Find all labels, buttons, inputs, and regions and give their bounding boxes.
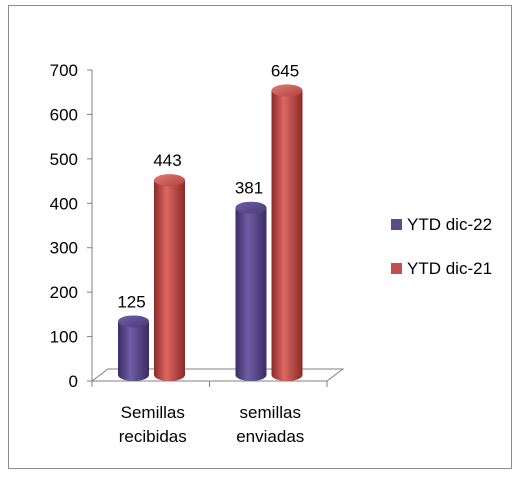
legend-swatch xyxy=(391,263,402,274)
axis-layer: 0 100 200 300 400 500 600 700 Semillas recibidas s… xyxy=(50,61,345,446)
x-tick-label: semillas xyxy=(240,403,301,422)
bars-layer xyxy=(118,84,303,381)
y-tick-label: 200 xyxy=(50,283,78,302)
data-label: 645 xyxy=(271,61,299,80)
y-tick-label: 700 xyxy=(50,61,78,80)
legend-swatch xyxy=(391,219,402,230)
bar xyxy=(154,180,185,381)
y-tick-label: 400 xyxy=(50,194,78,213)
legend-label: YTD dic-22 xyxy=(407,215,492,234)
y-tick-label: 500 xyxy=(50,150,78,169)
bar xyxy=(118,321,149,381)
y-tick-label: 100 xyxy=(50,328,78,347)
bar xyxy=(235,207,267,381)
bar-top xyxy=(271,84,303,97)
y-tick-label: 0 xyxy=(69,372,78,391)
data-label: 443 xyxy=(153,151,181,170)
bar-top xyxy=(118,315,149,328)
bar-top xyxy=(154,174,185,187)
x-tick-label: Semillas xyxy=(121,403,185,422)
x-tick-label: recibidas xyxy=(119,427,187,446)
bar-top xyxy=(235,201,267,214)
x-tick-label: enviadas xyxy=(236,427,304,446)
data-label: 381 xyxy=(235,179,263,198)
y-tick-label: 600 xyxy=(50,105,78,124)
bar xyxy=(271,90,303,381)
labels-layer: 125 443 381 645 xyxy=(117,61,299,311)
chart-floor xyxy=(90,368,345,382)
data-label: 125 xyxy=(117,292,145,311)
y-tick-label: 300 xyxy=(50,239,78,258)
legend-label: YTD dic-21 xyxy=(407,259,492,278)
legend: YTD dic-22 YTD dic-21 xyxy=(391,215,492,278)
